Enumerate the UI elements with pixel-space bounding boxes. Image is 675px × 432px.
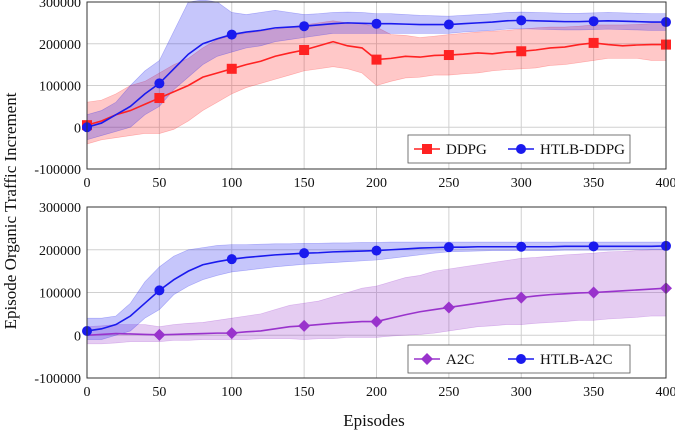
series-point-a2c — [370, 315, 383, 328]
series-point-htlb-a2c — [588, 241, 599, 252]
series-point-ddpg — [154, 93, 165, 104]
x-tick-label: 300 — [511, 176, 532, 191]
x-tick-label: 250 — [438, 176, 459, 191]
series-point-a2c — [587, 286, 600, 299]
series-point-htlb-a2c — [371, 245, 382, 256]
legend-label: HTLB-DDPG — [540, 142, 625, 158]
plot-frame — [86, 1, 667, 170]
series-point-htlb-ddpg — [371, 18, 382, 29]
plot-panel-1: 0 50 100 150 200 250 300 350 400-100000010000020… — [34, 0, 675, 191]
y-tick-label: 0 — [74, 329, 81, 344]
x-axis-label: Episodes — [343, 411, 404, 430]
series-point-htlb-a2c — [516, 241, 527, 252]
series-point-htlb-ddpg — [299, 21, 310, 32]
legend: DDPG HTLB-DDPG — [407, 134, 631, 164]
x-tick-label: 400 — [656, 385, 675, 400]
y-tick-label: 200000 — [39, 38, 81, 53]
legend-marker — [422, 144, 432, 154]
series-point-ddpg — [516, 46, 527, 57]
series-point-htlb-ddpg — [516, 15, 527, 26]
series-point-htlb-ddpg — [154, 78, 165, 89]
legend-marker — [516, 144, 526, 154]
series-point-htlb-a2c — [443, 242, 454, 253]
series-point-a2c — [225, 327, 238, 340]
series-point-a2c — [298, 319, 311, 332]
y-tick-label: -100000 — [34, 163, 81, 178]
x-tick-label: 350 — [583, 176, 604, 191]
x-tick-label: 350 — [583, 385, 604, 400]
x-tick-label: 0 — [84, 385, 91, 400]
x-tick-label: 200 — [366, 176, 387, 191]
y-axis-label: Episode Organic Traffic Increment — [1, 92, 20, 329]
legend-marker — [421, 353, 433, 365]
y-tick-label: 0 — [74, 121, 81, 136]
legend-label: HTLB-A2C — [540, 352, 613, 368]
x-tick-label: 300 — [511, 385, 532, 400]
x-tick-label: 50 — [152, 385, 166, 400]
series-point-ddpg — [226, 63, 237, 74]
y-tick-label: 300000 — [39, 0, 81, 11]
x-tick-label: 150 — [294, 176, 315, 191]
legend-label: DDPG — [446, 142, 487, 158]
series-point-htlb-a2c — [299, 248, 310, 259]
x-tick-label: 100 — [221, 385, 242, 400]
y-tick-label: 300000 — [39, 201, 81, 216]
plot-panel-2: 0 50 100 150 200 250 300 350 400-100000010000020… — [34, 201, 675, 400]
series-point-a2c — [442, 301, 455, 314]
x-tick-label: 100 — [221, 176, 242, 191]
plot-frame — [86, 206, 667, 379]
series-point-htlb-a2c — [154, 285, 165, 296]
x-tick-label: 250 — [438, 385, 459, 400]
legend: A2C HTLB-A2C — [407, 344, 631, 374]
y-tick-label: 200000 — [39, 244, 81, 259]
x-tick-label: 200 — [366, 385, 387, 400]
series-point-a2c — [153, 328, 166, 341]
series-point-ddpg — [299, 45, 310, 56]
x-tick-label: 50 — [152, 176, 166, 191]
series-point-ddpg — [371, 54, 382, 65]
series-point-htlb-a2c — [226, 254, 237, 265]
x-tick-label: 0 — [84, 176, 91, 191]
series-point-ddpg — [443, 50, 454, 61]
series-point-ddpg — [588, 37, 599, 48]
legend-label: A2C — [446, 352, 474, 368]
y-tick-label: -100000 — [34, 372, 81, 387]
series-point-htlb-ddpg — [226, 29, 237, 40]
y-tick-label: 100000 — [39, 287, 81, 302]
y-tick-label: 100000 — [39, 80, 81, 95]
series-point-a2c — [515, 291, 528, 304]
legend-marker — [516, 354, 526, 364]
x-tick-label: 400 — [656, 176, 675, 191]
x-tick-label: 150 — [294, 385, 315, 400]
series-point-htlb-ddpg — [588, 16, 599, 27]
series-point-htlb-ddpg — [443, 19, 454, 30]
